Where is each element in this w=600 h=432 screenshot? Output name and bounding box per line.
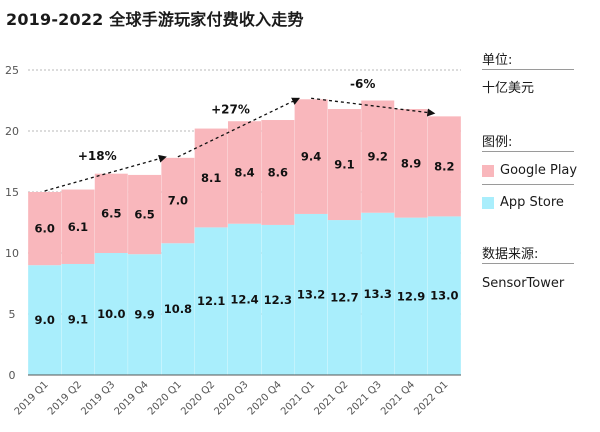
data-label-google-play: 6.5 — [101, 206, 121, 220]
data-label-google-play: 8.2 — [434, 159, 454, 173]
bar-layer — [28, 99, 461, 375]
bar-google-play — [128, 174, 162, 255]
data-label-google-play: 8.4 — [234, 165, 254, 179]
data-label-google-play: 6.5 — [134, 208, 154, 222]
trend-arrow — [311, 97, 436, 117]
bar-app-store — [61, 263, 95, 375]
legend-swatch-google-play — [482, 165, 494, 177]
bar-app-store — [161, 243, 195, 375]
bar-app-store — [427, 216, 461, 375]
chart-title: 2019-2022 全球手游玩家付费收入走势 — [6, 10, 304, 29]
bar-app-store — [261, 224, 295, 375]
x-tick-label: 2021 Q3 — [346, 379, 384, 417]
x-tick-label: 2019 Q3 — [79, 379, 117, 417]
growth-annotation: +18% — [78, 149, 117, 163]
trend-arrow — [177, 97, 301, 158]
bar-google-play — [61, 189, 95, 264]
y-tick-label: 15 — [5, 186, 19, 199]
data-label-app-store: 12.9 — [397, 289, 425, 303]
bar-app-store — [94, 253, 128, 375]
source-label: 数据来源: — [482, 247, 539, 262]
x-tick-label: 2021 Q4 — [379, 379, 417, 417]
bar-google-play — [427, 116, 461, 217]
bar-google-play — [327, 109, 361, 221]
data-label-app-store: 12.3 — [264, 293, 292, 307]
data-label-app-store: 13.3 — [364, 287, 392, 301]
bar-google-play — [361, 100, 395, 213]
bar-app-store — [294, 213, 328, 375]
x-tick-label: 2021 Q2 — [312, 379, 350, 417]
growth-annotation: -6% — [350, 77, 375, 91]
bar-google-play — [194, 128, 228, 228]
bar-google-play — [228, 121, 261, 224]
data-label-app-store: 10.8 — [164, 302, 192, 316]
source-value: SensorTower — [482, 276, 565, 291]
data-label-app-store: 10.0 — [97, 307, 125, 321]
x-tick-label: 2022 Q1 — [412, 379, 450, 417]
legend-label: 图例: — [482, 135, 513, 150]
data-label-app-store: 9.1 — [68, 312, 88, 326]
y-tick-label: 5 — [9, 308, 16, 321]
legend-label-google-play: Google Play — [500, 163, 578, 178]
divider — [482, 69, 574, 70]
unit-value: 十亿美元 — [482, 81, 535, 96]
data-label-google-play: 9.1 — [334, 158, 354, 172]
data-label-google-play: 6.0 — [34, 222, 54, 236]
data-label-google-play: 9.4 — [301, 150, 321, 164]
x-tick-label: 2021 Q1 — [279, 379, 317, 417]
x-tick-label: 2020 Q4 — [246, 379, 284, 417]
data-label-app-store: 12.7 — [330, 291, 358, 305]
annotation-layer: +18% +27% -6% — [44, 77, 436, 192]
bar-app-store — [28, 265, 62, 375]
x-tick-label: 2020 Q3 — [213, 379, 251, 417]
data-label-app-store: 9.0 — [34, 313, 54, 327]
bar-app-store — [228, 223, 261, 375]
data-label-google-play: 6.1 — [68, 220, 88, 234]
y-tick-label: 10 — [5, 247, 19, 260]
data-label-app-store: 13.2 — [297, 287, 325, 301]
data-label-google-play: 9.2 — [368, 150, 388, 164]
x-tick-label: 2019 Q2 — [46, 379, 84, 417]
x-tick-label: 2019 Q4 — [113, 379, 151, 417]
y-tick-label: 0 — [9, 369, 16, 382]
bar-app-store — [327, 220, 361, 375]
bar-google-play — [28, 192, 62, 266]
data-label-app-store: 9.9 — [134, 308, 154, 322]
y-tick-label: 20 — [5, 125, 19, 138]
bar-app-store — [394, 217, 428, 375]
divider — [482, 151, 574, 152]
y-tick-label: 25 — [5, 64, 19, 77]
divider — [482, 184, 574, 185]
x-tick-label: 2020 Q2 — [179, 379, 217, 417]
bar-google-play — [161, 157, 195, 244]
label-layer: 9.0 6.0 9.1 6.1 10.0 6.5 9.9 6.5 10.8 7.0 12.1 8.1 1… — [34, 150, 458, 327]
x-tick-label: 2019 Q1 — [13, 379, 51, 417]
bar-app-store — [194, 227, 228, 375]
bar-google-play — [294, 99, 328, 214]
bar-app-store — [361, 212, 395, 375]
growth-annotation: +27% — [211, 103, 250, 117]
data-label-app-store: 12.4 — [230, 292, 258, 306]
bar-google-play — [261, 120, 295, 225]
unit-label: 单位: — [482, 53, 513, 68]
trend-arrow — [44, 154, 167, 192]
bar-google-play — [94, 173, 128, 253]
legend-label-app-store: App Store — [500, 195, 564, 210]
x-tick-label: 2020 Q1 — [146, 379, 184, 417]
bar-app-store — [128, 254, 162, 375]
data-label-google-play: 8.9 — [401, 156, 421, 170]
data-label-google-play: 7.0 — [168, 194, 188, 208]
data-label-google-play: 8.1 — [201, 171, 221, 185]
divider — [482, 263, 574, 264]
data-label-app-store: 13.0 — [430, 289, 458, 303]
data-label-google-play: 8.6 — [268, 165, 288, 179]
bar-google-play — [394, 109, 428, 218]
data-label-app-store: 12.1 — [197, 294, 225, 308]
legend-swatch-app-store — [482, 197, 494, 209]
